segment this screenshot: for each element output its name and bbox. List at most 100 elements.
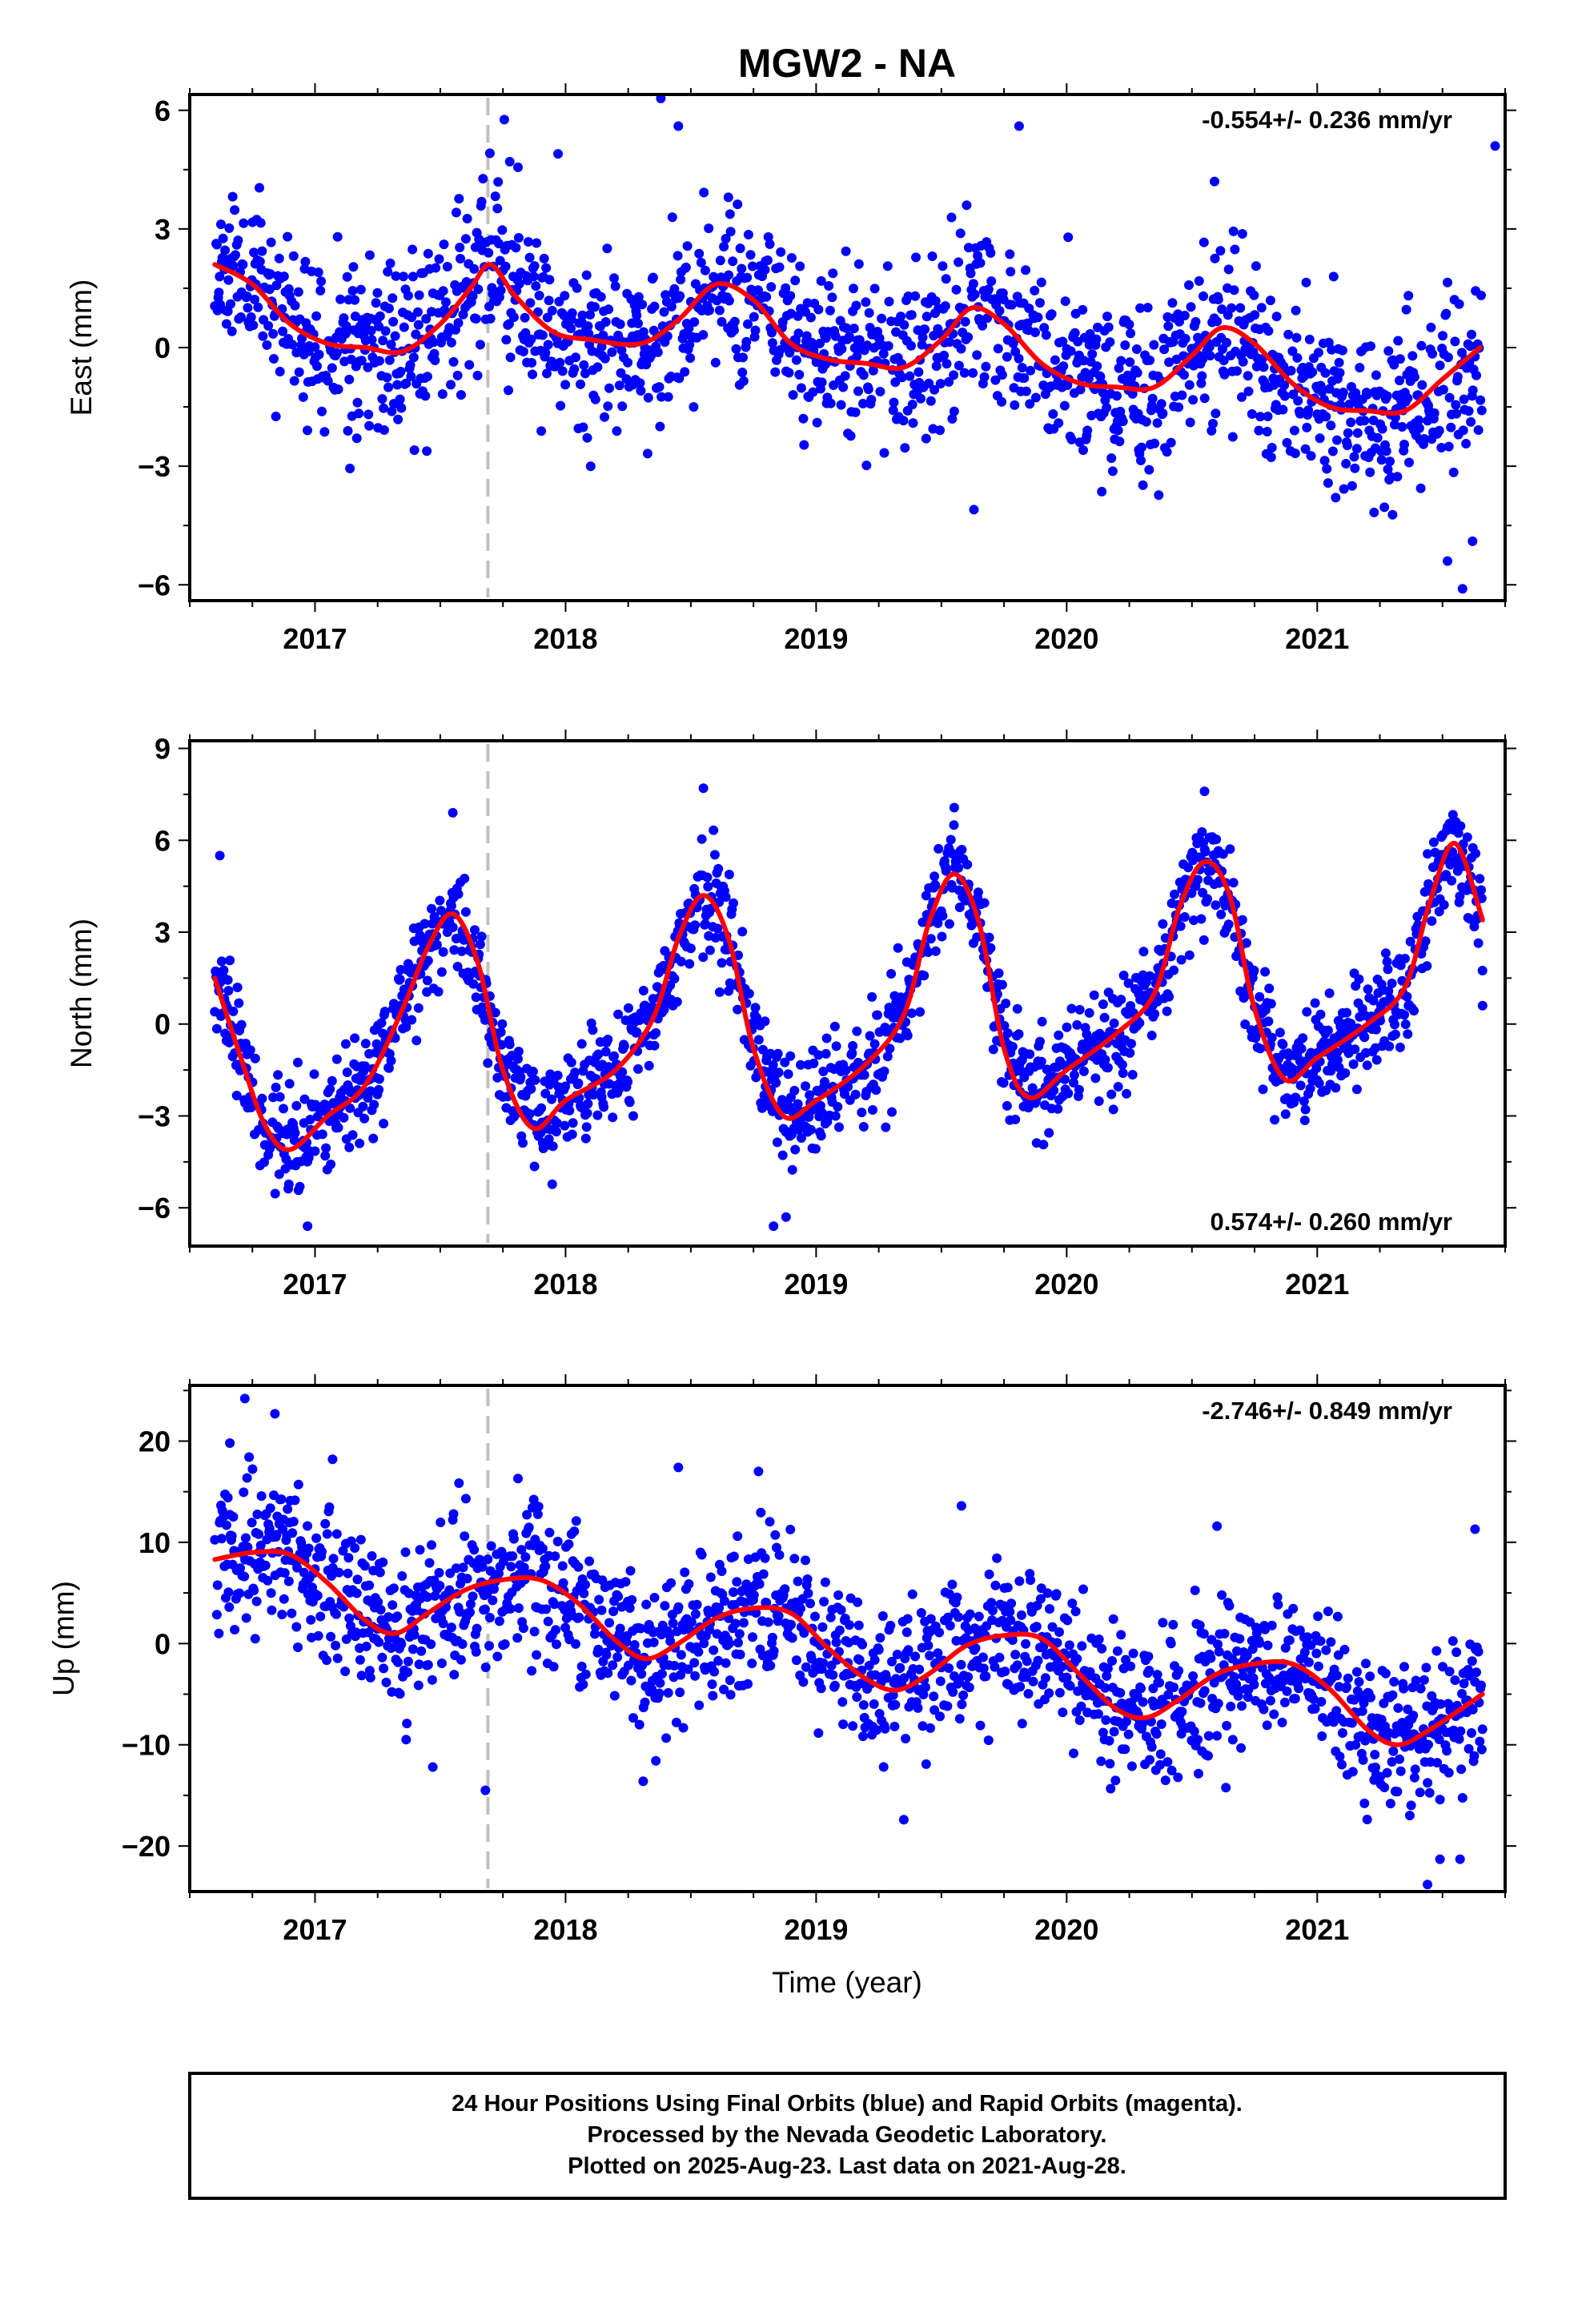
data-point xyxy=(871,1085,881,1096)
data-point xyxy=(649,1593,660,1602)
data-point xyxy=(592,1110,603,1120)
data-point xyxy=(790,275,801,286)
data-point xyxy=(1184,380,1195,390)
data-point xyxy=(1322,464,1332,474)
data-point xyxy=(381,1677,391,1687)
data-point xyxy=(791,355,801,365)
data-point xyxy=(942,1701,953,1711)
data-point xyxy=(767,1632,777,1642)
data-point xyxy=(1150,438,1160,448)
data-point xyxy=(1126,373,1136,384)
data-point xyxy=(1332,1047,1342,1058)
data-point xyxy=(486,1541,496,1551)
data-point xyxy=(915,1007,926,1017)
data-point xyxy=(765,239,775,249)
data-point xyxy=(1023,1689,1034,1699)
data-point xyxy=(962,200,972,211)
data-point xyxy=(348,262,359,272)
data-point xyxy=(1127,1070,1138,1080)
data-point xyxy=(345,1621,355,1631)
data-point xyxy=(269,354,279,364)
data-point xyxy=(890,1699,901,1710)
data-point xyxy=(355,284,366,295)
data-point xyxy=(788,390,798,400)
data-point xyxy=(783,1069,793,1080)
data-point xyxy=(1224,1601,1235,1611)
data-point xyxy=(399,984,409,995)
data-point xyxy=(1126,1039,1136,1049)
data-point xyxy=(230,1625,240,1634)
data-point xyxy=(227,326,237,336)
data-point xyxy=(1168,1619,1178,1630)
data-point xyxy=(1213,1639,1223,1650)
data-point xyxy=(689,317,700,328)
data-point xyxy=(1331,1083,1341,1093)
data-point xyxy=(505,352,516,363)
data-point xyxy=(1054,418,1064,428)
data-point xyxy=(544,1134,554,1144)
data-point xyxy=(1337,1728,1347,1738)
data-point xyxy=(396,1639,407,1649)
data-point xyxy=(1064,1640,1074,1651)
data-point xyxy=(453,318,464,328)
data-point xyxy=(470,925,480,935)
data-point xyxy=(1249,290,1259,300)
data-point xyxy=(957,1699,967,1710)
data-point xyxy=(1247,1644,1258,1655)
data-point xyxy=(729,325,739,336)
data-point xyxy=(857,1108,867,1118)
data-point xyxy=(600,353,610,364)
data-point xyxy=(858,399,868,408)
data-point xyxy=(1365,1671,1375,1682)
data-point xyxy=(1042,1588,1053,1598)
data-point xyxy=(796,1603,805,1614)
data-point xyxy=(1292,352,1303,363)
data-point xyxy=(343,1553,354,1563)
data-point xyxy=(1459,394,1469,404)
data-point xyxy=(746,284,757,295)
data-point xyxy=(1343,1673,1353,1683)
data-point xyxy=(753,285,763,296)
data-point xyxy=(1190,1585,1200,1595)
data-point xyxy=(1054,1687,1065,1698)
data-point xyxy=(1041,330,1051,340)
data-point xyxy=(242,292,252,301)
data-point xyxy=(693,1647,704,1657)
data-point xyxy=(492,203,503,214)
data-point xyxy=(838,1719,849,1730)
data-point xyxy=(484,247,494,258)
data-point xyxy=(796,1059,805,1070)
data-point xyxy=(810,1611,820,1622)
data-point xyxy=(1275,1027,1285,1038)
data-point xyxy=(917,332,928,343)
data-point xyxy=(347,286,358,296)
data-point xyxy=(793,328,804,339)
data-point xyxy=(1094,1096,1104,1106)
data-point xyxy=(594,1594,604,1605)
data-point xyxy=(536,1103,547,1113)
data-point xyxy=(1409,1006,1419,1016)
data-point xyxy=(288,251,299,261)
data-point xyxy=(825,398,836,408)
data-point xyxy=(1074,1084,1084,1095)
data-point xyxy=(398,271,408,282)
data-point xyxy=(785,348,795,358)
data-point xyxy=(1193,875,1203,885)
data-point xyxy=(1251,261,1261,271)
data-point xyxy=(1092,361,1102,372)
data-point xyxy=(397,1571,408,1581)
data-point xyxy=(552,1070,563,1080)
data-point xyxy=(1289,425,1299,436)
data-point xyxy=(1334,1063,1344,1072)
data-point xyxy=(238,259,248,270)
data-point xyxy=(796,1133,806,1143)
data-point xyxy=(422,1592,432,1602)
data-point xyxy=(1267,1032,1277,1043)
data-point xyxy=(1321,412,1331,422)
data-point xyxy=(1315,433,1325,444)
data-point xyxy=(395,394,405,404)
data-point xyxy=(648,272,658,283)
data-point xyxy=(817,1622,828,1632)
data-point xyxy=(248,320,259,331)
data-point xyxy=(1241,938,1251,948)
